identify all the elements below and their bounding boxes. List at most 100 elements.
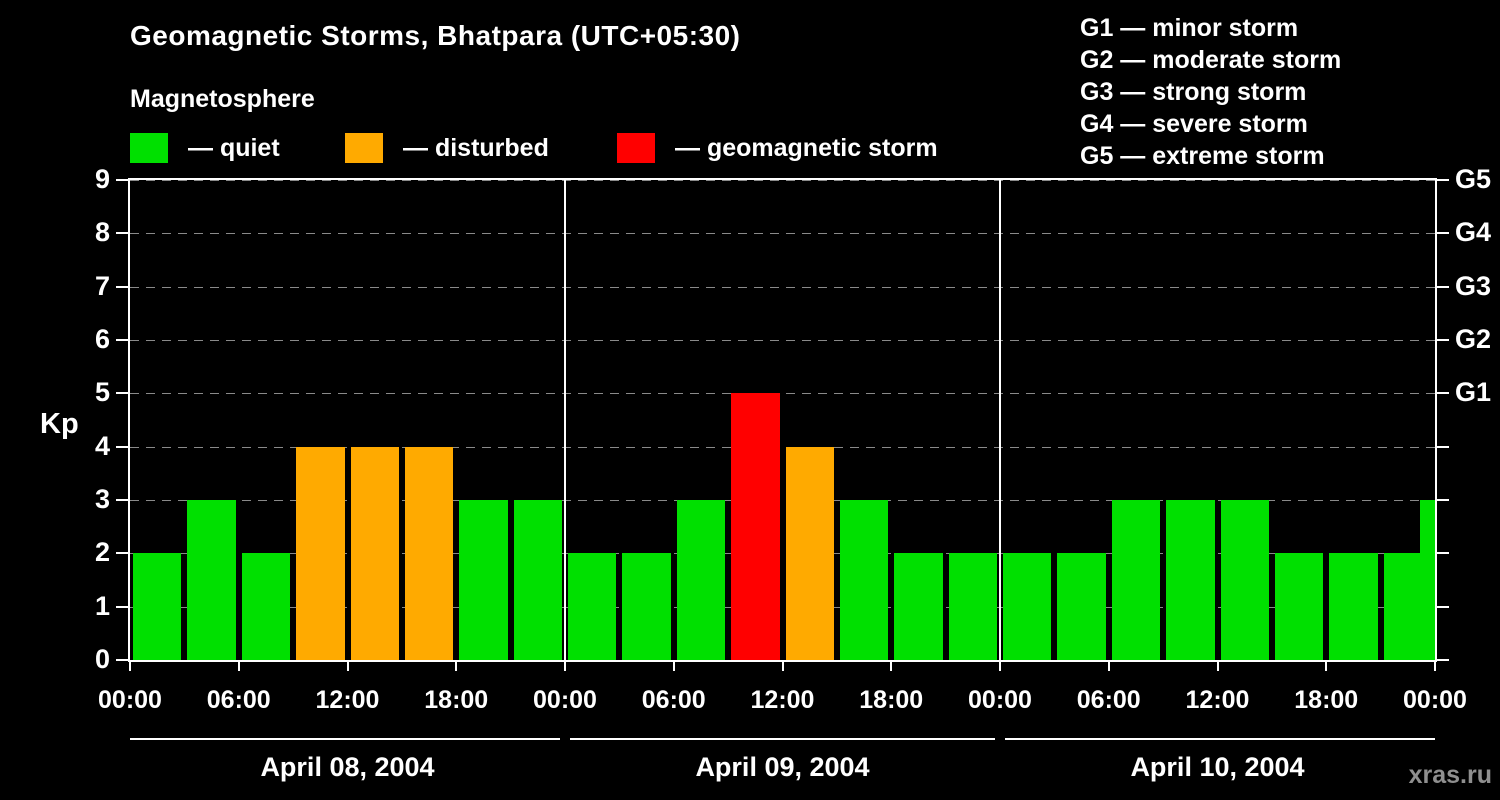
gridline-kp-5 [130,393,1435,395]
g-axis-label: G2 [1455,324,1492,354]
y-tick-label: 2 [94,537,110,568]
kp-bar [1003,553,1052,660]
y-tick-left [116,659,128,661]
x-tick [129,662,131,671]
y-tick-label: 0 [94,644,110,674]
g-axis-label: G4 [1455,217,1492,248]
y-tick-left [116,179,128,181]
kp-bar [948,553,997,660]
chart-title: Geomagnetic Storms, Bhatpara (UTC+05:30) [130,20,741,51]
kp-bar [1166,500,1215,660]
x-tick-label: 18:00 [424,686,489,714]
y-tick-left [116,339,128,341]
kp-bar [241,553,291,660]
x-tick-label: 06:00 [1076,686,1141,714]
g-legend-item-g4: G4 — severe storm [1080,110,1308,138]
kp-bar [894,553,943,660]
g-scale-legend: G1 — minor storm G2 — moderate storm G3 … [1080,12,1341,172]
x-tick [346,662,349,671]
g-axis-label: G5 [1455,164,1492,194]
date-bracket [570,738,995,740]
legend-storm: — geomagnetic storm [617,133,938,163]
date-bracket [130,738,560,740]
date-label: April 08, 2004 [260,752,435,782]
y-tick-right [1437,339,1449,341]
watermark: xras.ru [1408,761,1492,789]
x-tick [1434,662,1436,671]
kp-bar [731,393,780,660]
g-axis-label: G3 [1455,270,1492,301]
x-tick-label: 18:00 [1294,686,1359,714]
y-tick-label: 9 [94,164,110,194]
y-tick-right [1437,552,1449,555]
kp-bar-partial [1420,500,1435,660]
quiet-label: — quiet [188,133,280,162]
y-tick-right [1437,605,1449,608]
magnetosphere-label: Magnetosphere [130,85,315,113]
kp-bar [513,500,562,660]
kp-bar [1329,553,1378,660]
legend-disturbed: — disturbed [345,133,549,163]
x-tick [1107,662,1110,671]
disturbed-label: — disturbed [403,133,549,162]
x-tick-label: 12:00 [315,686,380,714]
y-tick-label: 7 [94,270,110,301]
y-tick-right [1437,232,1449,235]
y-tick-left [116,499,128,501]
y-tick-label: 1 [94,590,110,621]
x-tick-label: 00:00 [1403,686,1467,714]
kp-bar [1057,553,1106,660]
x-tick [564,662,566,671]
x-tick-label: 06:00 [641,686,706,714]
x-tick-label: 18:00 [859,686,924,714]
y-tick-left [116,392,128,395]
gridline-kp-6 [130,340,1435,341]
kp-bar [296,446,345,660]
y-tick-left [116,552,128,555]
y-axis-title: Kp [40,408,79,440]
g-legend-item-g5: G5 — extreme storm [1080,142,1325,170]
y-tick-right [1437,445,1449,448]
gridline-kp-1 [130,606,1435,608]
g-legend-item-g3: G3 — strong storm [1080,78,1307,106]
y-tick-label: 4 [94,430,110,461]
x-tick [890,662,893,671]
x-tick-label: 00:00 [98,686,162,714]
kp-bar [568,553,617,660]
gridline-kp-8 [130,233,1435,235]
kp-bar [785,446,834,660]
y-tick-label: 5 [94,377,110,408]
y-tick-right [1437,659,1449,661]
x-tick [237,662,240,671]
x-tick-label: 00:00 [533,686,597,714]
kp-bar [187,500,236,660]
storm-color-swatch [617,133,655,163]
x-tick-label: 12:00 [750,686,815,714]
x-tick-label: 12:00 [1185,686,1250,714]
y-tick-right [1437,392,1449,395]
kp-bar [350,446,399,660]
gridline-kp-2 [130,553,1435,555]
y-tick-left [116,285,128,288]
y-tick-label: 6 [94,324,110,354]
disturbed-color-swatch [345,133,383,163]
x-tick-label: 06:00 [206,686,271,714]
kp-bar [133,553,182,660]
kp-bar [622,553,671,660]
gridline-kp-7 [130,286,1435,288]
y-tick-left [116,232,128,235]
y-tick-right [1437,499,1449,501]
y-tick-right [1437,179,1449,181]
g-axis-label: G1 [1455,377,1492,408]
x-tick [455,662,458,671]
day-separator [564,180,566,660]
legend-quiet: — quiet [130,133,280,163]
plot-area [128,178,1437,662]
kp-bar [459,500,508,660]
g-legend-item-g2: G2 — moderate storm [1080,46,1342,74]
storm-label: — geomagnetic storm [675,133,938,162]
gridline-kp-4 [130,446,1435,448]
y-tick-left [116,445,128,448]
x-tick-label: 00:00 [968,686,1032,714]
